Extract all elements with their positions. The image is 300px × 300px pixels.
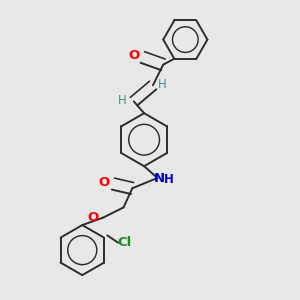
Text: Cl: Cl [118, 236, 132, 249]
Text: H: H [118, 94, 127, 107]
Text: O: O [88, 211, 99, 224]
Text: H: H [164, 173, 173, 186]
Text: O: O [129, 49, 140, 62]
Text: H: H [158, 77, 167, 91]
Text: O: O [99, 176, 110, 189]
Text: N: N [153, 172, 164, 185]
